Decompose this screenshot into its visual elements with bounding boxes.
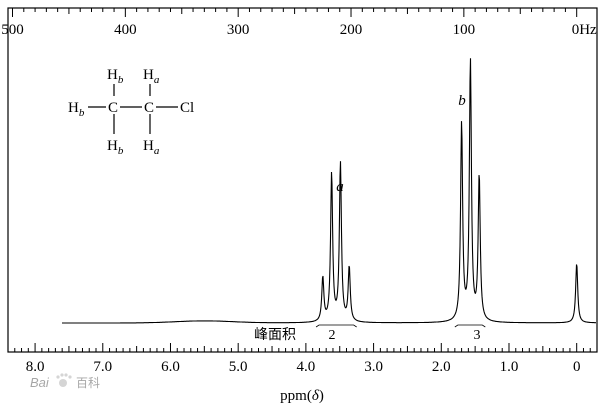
- top-tick-label: 500: [1, 22, 24, 38]
- bonds: [88, 84, 178, 134]
- bottom-tick-label: 6.0: [161, 359, 180, 375]
- peak-label-b: b: [458, 93, 466, 109]
- top-tick-label: 400: [114, 22, 137, 38]
- atom-hb-left: Hb: [68, 100, 85, 119]
- top-tick-label: 200: [340, 22, 363, 38]
- integration-a: 2: [329, 328, 336, 343]
- bottom-tick-label: 3.0: [364, 359, 383, 375]
- atom-c2: C: [144, 100, 154, 116]
- top-tick-label: 100: [453, 22, 476, 38]
- x-axis-title: ppm(δ): [280, 388, 324, 404]
- atom-cl: Cl: [180, 100, 194, 116]
- bottom-tick-label: 8.0: [26, 359, 45, 375]
- top-tick-label: 300: [227, 22, 250, 38]
- atom-ha-top: Ha: [143, 67, 160, 86]
- top-axis: 500 400 300 200 100 0Hz: [1, 8, 597, 38]
- bottom-tick-label: 2.0: [432, 359, 451, 375]
- integration-label: 峰面积: [254, 327, 296, 343]
- molecule-structure: Hb Ha Hb C C Cl Hb Ha: [68, 67, 194, 157]
- bottom-axis: 8.0 7.0 6.0 5.0 4.0 3.0 2.0 1.0 0: [7, 343, 598, 375]
- plot-frame: [7, 7, 598, 353]
- watermark-bai: Bai: [30, 375, 50, 390]
- atom-hb-top: Hb: [107, 67, 124, 86]
- bottom-tick-label: 5.0: [229, 359, 248, 375]
- integration-b: 3: [474, 328, 481, 343]
- peak-label-a: a: [336, 179, 344, 195]
- top-tick-label: 0Hz: [572, 22, 597, 38]
- atom-ha-bottom: Ha: [143, 138, 160, 157]
- bottom-tick-label: 7.0: [93, 359, 112, 375]
- integration-bracket: [315, 324, 357, 328]
- atom-hb-bottom: Hb: [107, 138, 124, 157]
- integration-bracket: [454, 324, 486, 328]
- bottom-tick-label: 1.0: [500, 359, 519, 375]
- spectrum-trace: [62, 58, 596, 324]
- baidu-watermark: Bai 百科: [30, 373, 100, 390]
- bottom-tick-label: 4.0: [297, 359, 316, 375]
- watermark-baike: 百科: [76, 376, 100, 390]
- bottom-tick-label: 0: [573, 359, 581, 375]
- atom-c1: C: [108, 100, 118, 116]
- paw-icon: [56, 373, 72, 387]
